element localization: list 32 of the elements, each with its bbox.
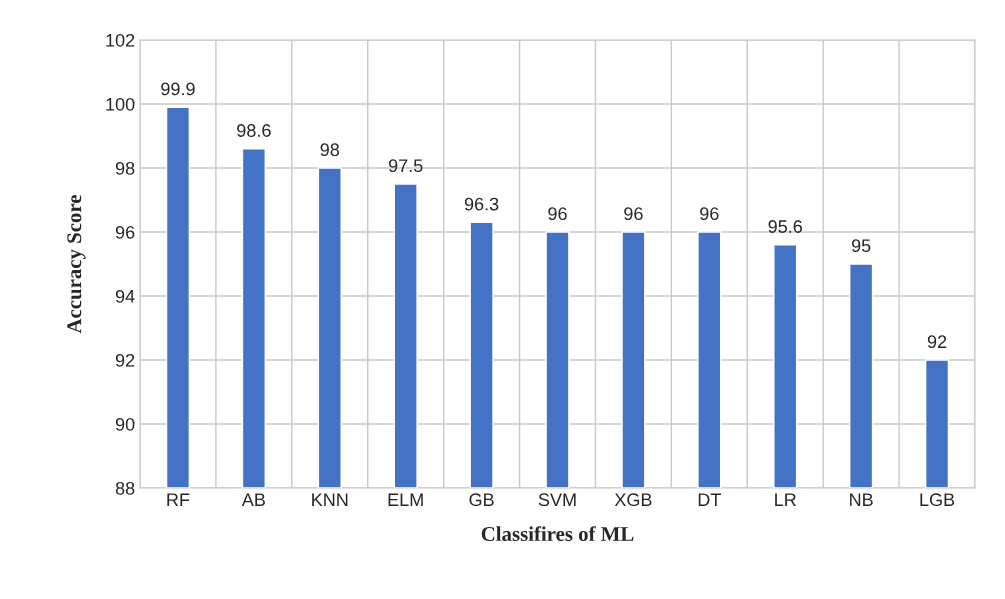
data-label: 99.9 <box>161 82 195 96</box>
x-tick-label: NB <box>850 493 873 506</box>
y-tick-label: 92 <box>115 353 135 367</box>
x-tick-label: AB <box>241 493 265 506</box>
x-tick-label: XGB <box>614 493 652 507</box>
x-tick-label: SVM <box>538 493 576 507</box>
data-label: 96 <box>624 207 643 221</box>
y-tick-label: 94 <box>115 289 135 303</box>
y-axis-title: Accuracy Score <box>67 195 86 334</box>
data-label: 92 <box>927 335 947 349</box>
y-tick-label: 96 <box>115 225 135 239</box>
data-label: 95.6 <box>768 220 803 233</box>
x-axis-title: Classifires of ML <box>481 526 634 542</box>
y-tick-label: 88 <box>115 481 135 495</box>
data-label: 97.5 <box>388 159 423 173</box>
data-label: 96 <box>548 207 567 221</box>
y-tick-label: 98 <box>115 161 135 175</box>
data-label: 98 <box>320 143 340 157</box>
x-tick-label: GB <box>469 493 494 507</box>
x-tick-label: DT <box>698 493 721 506</box>
y-tick-label: 102 <box>106 33 135 47</box>
x-tick-label: RF <box>167 493 190 506</box>
x-tick-label: KNN <box>312 493 348 506</box>
x-tick-label: ELM <box>388 493 423 506</box>
data-label: 98.6 <box>237 124 271 137</box>
y-tick-label: 90 <box>115 417 135 431</box>
y-tick-label: 100 <box>106 97 135 111</box>
x-tick-label: LGB <box>920 493 955 507</box>
x-tick-label: LR <box>775 493 796 506</box>
data-label: 95 <box>851 239 871 253</box>
data-label: 96 <box>700 207 719 221</box>
data-label: 96.3 <box>464 197 499 211</box>
